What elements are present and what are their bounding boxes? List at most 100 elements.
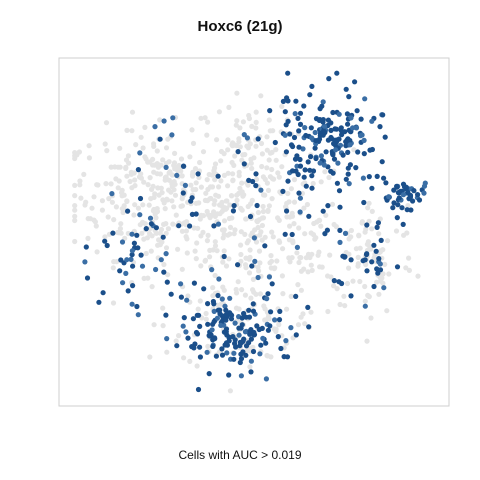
background-cell-point: [255, 224, 261, 231]
background-cell-point: [308, 262, 314, 268]
high-auc-cell-point: [382, 134, 388, 140]
high-auc-cell-point: [345, 171, 351, 177]
high-auc-cell-point: [241, 336, 247, 342]
high-auc-cell-point: [306, 324, 312, 330]
high-auc-cell-point: [241, 161, 247, 167]
background-cell-point: [205, 119, 211, 125]
background-cell-point: [139, 230, 145, 236]
high-auc-cell-point: [134, 232, 140, 238]
high-auc-cell-point: [130, 263, 136, 269]
background-cell-point: [138, 134, 144, 140]
high-auc-cell-point: [294, 153, 300, 159]
high-auc-cell-point: [320, 119, 326, 125]
high-auc-cell-point: [422, 180, 428, 186]
high-auc-cell-point: [194, 312, 200, 318]
background-cell-point: [124, 127, 130, 133]
high-auc-cell-point: [184, 297, 190, 303]
high-auc-cell-point: [386, 194, 392, 200]
background-cell-point: [266, 117, 272, 123]
high-auc-cell-point: [333, 126, 340, 132]
background-cell-point: [253, 239, 260, 245]
high-auc-cell-point: [300, 146, 306, 152]
background-cell-point: [268, 265, 274, 271]
background-cell-point: [239, 189, 245, 195]
background-cell-point: [192, 248, 198, 254]
high-auc-cell-point: [364, 268, 370, 274]
high-auc-cell-point: [235, 149, 241, 155]
background-cell-point: [318, 223, 324, 229]
background-cell-point: [176, 333, 182, 339]
high-auc-cell-point: [305, 159, 311, 165]
background-cell-point: [367, 244, 373, 250]
high-auc-cell-point: [297, 163, 304, 169]
high-auc-cell-point: [226, 338, 232, 344]
background-cell-point: [155, 242, 161, 248]
background-cell-point: [72, 213, 78, 219]
background-cell-point: [221, 227, 227, 233]
high-auc-cell-point: [250, 308, 257, 314]
high-auc-cell-point: [347, 162, 353, 168]
high-auc-cell-point: [322, 129, 328, 135]
high-auc-cell-point: [185, 335, 191, 341]
background-cell-point: [287, 259, 293, 265]
high-auc-cell-point: [289, 231, 295, 238]
background-cell-point: [91, 217, 97, 223]
background-cell-point: [362, 298, 368, 304]
background-cell-point: [264, 147, 270, 153]
background-cell-point: [160, 323, 166, 329]
background-cell-point: [248, 156, 254, 162]
background-cell-point: [291, 199, 298, 205]
background-cell-point: [342, 303, 348, 309]
background-cell-point: [364, 338, 370, 344]
background-cell-point: [188, 182, 194, 188]
high-auc-cell-point: [254, 323, 260, 329]
background-cell-point: [239, 287, 245, 293]
background-cell-point: [214, 248, 220, 254]
high-auc-cell-point: [328, 120, 334, 126]
background-cell-point: [273, 328, 279, 334]
high-auc-cell-point: [324, 227, 330, 233]
background-cell-point: [205, 212, 212, 218]
background-cell-point: [213, 192, 219, 198]
high-auc-cell-point: [239, 322, 245, 328]
background-cell-point: [266, 316, 272, 322]
background-cell-point: [236, 136, 242, 142]
background-cell-point: [190, 140, 197, 146]
background-cell-point: [311, 220, 317, 227]
background-cell-point: [266, 157, 272, 163]
high-auc-cell-point: [206, 371, 212, 377]
high-auc-cell-point: [320, 208, 326, 214]
background-cell-point: [225, 232, 231, 238]
high-auc-cell-point: [226, 372, 232, 378]
background-cell-point: [221, 287, 227, 293]
background-cell-point: [346, 265, 352, 271]
high-auc-cell-point: [337, 227, 343, 233]
high-auc-cell-point: [395, 202, 401, 208]
high-auc-cell-point: [346, 181, 352, 187]
background-cell-point: [273, 157, 279, 163]
high-auc-cell-point: [197, 323, 203, 329]
background-cell-point: [141, 179, 147, 185]
background-cell-point: [187, 154, 193, 160]
background-cell-point: [234, 118, 240, 124]
high-auc-cell-point: [295, 171, 301, 178]
high-auc-cell-point: [249, 263, 255, 269]
background-cell-point: [203, 316, 209, 322]
background-cell-point: [224, 198, 230, 204]
high-auc-cell-point: [248, 358, 254, 364]
background-cell-point: [276, 322, 282, 328]
background-cell-point: [89, 205, 95, 211]
high-auc-cell-point: [222, 342, 228, 348]
background-cell-point: [267, 174, 273, 180]
background-cell-point: [157, 117, 163, 123]
high-auc-cell-point: [174, 172, 180, 178]
high-auc-cell-point: [360, 258, 366, 264]
background-cell-point: [269, 258, 275, 264]
background-cell-point: [194, 363, 200, 369]
background-cell-point: [172, 150, 178, 156]
high-auc-cell-point: [283, 338, 289, 344]
background-cell-point: [325, 308, 331, 315]
high-auc-cell-point: [260, 335, 266, 341]
high-auc-cell-point: [410, 198, 416, 204]
high-auc-cell-point: [346, 94, 352, 100]
